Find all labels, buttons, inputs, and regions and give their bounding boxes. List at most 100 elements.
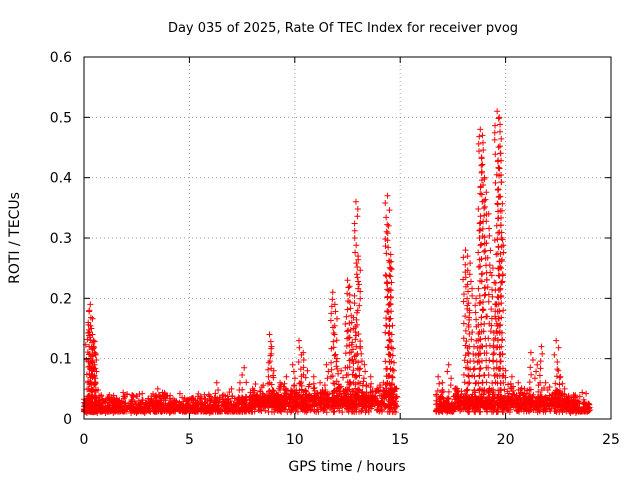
spike-point [500, 242, 507, 249]
spike-point [485, 364, 492, 371]
spike-point [485, 291, 492, 298]
spike-point [283, 394, 290, 401]
spike-point [302, 388, 309, 395]
noise-point [461, 390, 468, 397]
spike-point [333, 315, 340, 322]
spike-point [333, 363, 340, 370]
spike-point [516, 408, 523, 415]
spike-point [497, 285, 504, 292]
spike-point [504, 388, 511, 395]
spike-point [133, 409, 140, 416]
spike-point [89, 358, 96, 365]
spike-point [243, 379, 250, 386]
roti-point [352, 198, 359, 205]
noise-point [569, 398, 576, 405]
spike-point [491, 279, 498, 286]
spike-point [484, 284, 491, 291]
spike-point [159, 407, 166, 414]
roti-point [88, 325, 95, 332]
spike-point [467, 278, 474, 285]
noise-point [120, 389, 127, 396]
spike-point [566, 403, 573, 410]
spike-point [495, 115, 502, 122]
spike-point [390, 408, 397, 415]
spike-point [332, 351, 339, 358]
spike-point [475, 263, 482, 270]
roti-point [527, 349, 534, 356]
noise-point [440, 405, 447, 412]
spike-point [461, 291, 467, 298]
spike-point [298, 401, 305, 408]
noise-point [176, 390, 183, 397]
spike-point [212, 394, 219, 401]
y-tick-label: 0.3 [50, 231, 72, 247]
spike-point [441, 401, 448, 408]
spike-point [457, 407, 464, 414]
spike-point [91, 338, 98, 345]
spike-point [294, 408, 301, 415]
spike-point [464, 387, 471, 394]
noise-point [307, 406, 314, 413]
roti-point [502, 367, 509, 374]
spike-point [333, 378, 340, 385]
spike-point [462, 274, 469, 281]
spike-point [466, 314, 473, 321]
spike-point [500, 307, 507, 314]
roti-point [462, 247, 469, 254]
spike-point [469, 285, 476, 292]
spike-point [488, 322, 495, 329]
spike-point [92, 351, 99, 358]
noise-point [146, 407, 153, 414]
spike-point [86, 393, 93, 400]
noise-point [292, 394, 299, 401]
spike-point [481, 197, 488, 204]
spike-point [330, 338, 337, 345]
spike-point [483, 350, 490, 357]
spike-point [498, 172, 505, 179]
roti-point [385, 222, 392, 229]
spike-point [526, 379, 533, 386]
spike-point [497, 394, 504, 401]
noise-point [169, 399, 176, 406]
noise-point [145, 395, 152, 402]
roti-point [357, 343, 364, 350]
spike-point [559, 408, 566, 415]
y-tick-label: 0.2 [50, 291, 72, 307]
spike-point [500, 409, 507, 416]
spike-point [465, 300, 472, 307]
spike-point [460, 335, 467, 342]
noise-point [258, 397, 265, 404]
spike-point [315, 394, 322, 401]
axis-ticks: 0 5 10 15 20 25 0 0.1 0.2 0.3 0.4 0.5 0.6 [50, 50, 620, 448]
spike-point [355, 331, 362, 338]
spike-point [479, 401, 486, 408]
spike-point [243, 408, 250, 415]
noise-point [503, 405, 510, 412]
spike-point [92, 380, 99, 387]
spike-point [463, 387, 470, 394]
spike-point [349, 346, 356, 353]
spike-point [436, 401, 443, 408]
noise-point [241, 397, 248, 404]
spike-point [229, 393, 236, 400]
noise-point [235, 399, 242, 406]
spike-point [485, 298, 492, 305]
roti-point [538, 343, 545, 350]
roti-point [317, 379, 324, 386]
spike-point [496, 329, 503, 336]
x-tick-label: 25 [602, 432, 620, 448]
spike-point [298, 386, 305, 393]
spike-point [330, 344, 337, 351]
spike-point [383, 228, 390, 235]
spike-point [339, 409, 346, 416]
spike-point [472, 309, 479, 316]
spike-point [488, 306, 495, 313]
noise-point [173, 398, 180, 405]
noise-point [359, 405, 366, 412]
spike-point [342, 350, 349, 357]
spike-point [110, 403, 117, 410]
spike-point [353, 352, 360, 359]
noise-point [147, 396, 154, 403]
spike-point [349, 388, 356, 395]
spike-point [346, 334, 353, 341]
